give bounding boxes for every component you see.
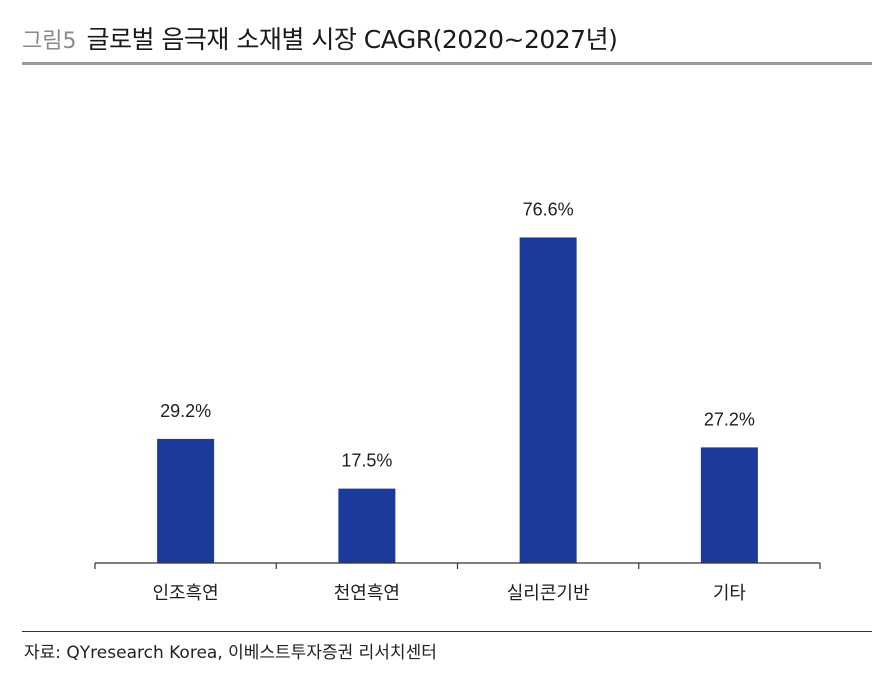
bar-3: [519, 237, 577, 563]
data-label-1: 29.2%: [160, 401, 211, 421]
data-label-3: 76.6%: [523, 199, 574, 219]
bars-group: [157, 237, 758, 563]
source-note: 자료: QYresearch Korea, 이베스트투자증권 리서치센터: [24, 643, 437, 663]
data-label-4: 27.2%: [704, 409, 755, 429]
figure-title: 글로벌 음극재 소재별 시장 CAGR(2020~2027년): [86, 25, 618, 54]
title-divider: [22, 62, 872, 65]
category-label-4: 기타: [713, 583, 747, 604]
category-label-2: 천연흑연: [334, 583, 400, 604]
bar-1: [157, 438, 215, 563]
bar-4: [700, 447, 758, 563]
category-labels-group: 인조흑연 천연흑연 실리콘기반 기타: [153, 583, 747, 604]
data-label-2: 17.5%: [341, 451, 392, 471]
source-divider: [22, 631, 872, 632]
value-labels-group: 29.2% 17.5% 76.6% 27.2%: [160, 199, 755, 470]
bar-chart: 29.2% 17.5% 76.6% 27.2% 인조흑연 천연흑연 실리콘기반 기타: [94, 199, 821, 604]
category-label-1: 인조흑연: [153, 583, 219, 604]
bar-2: [338, 488, 396, 563]
x-axis-ticks: [94, 563, 821, 569]
figure-label: 그림5: [22, 29, 77, 54]
figure-header: 그림5 글로벌 음극재 소재별 시장 CAGR(2020~2027년): [22, 20, 618, 60]
category-label-3: 실리콘기반: [507, 583, 590, 604]
